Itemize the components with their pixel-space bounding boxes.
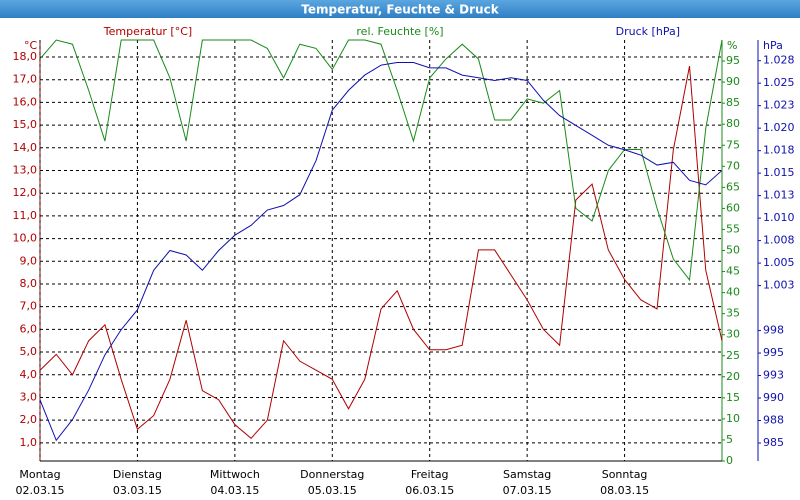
y2-tick-label: 0 xyxy=(726,454,733,467)
y-tick-label: 9,0 xyxy=(20,254,38,267)
y2-tick-label: 45 xyxy=(726,265,740,278)
y3-tick-label: 1.025 xyxy=(763,76,795,89)
x-tick-label: Mittwoch xyxy=(210,468,260,481)
y-tick-label: 16,0 xyxy=(13,95,38,108)
y-tick-label: 3,0 xyxy=(20,390,38,403)
y3-tick-label: 1.028 xyxy=(763,54,795,67)
y3-tick-label: 998 xyxy=(763,324,784,337)
x-tick-label: Donnerstag xyxy=(300,468,364,481)
y-tick-label: 17,0 xyxy=(13,73,38,86)
y-unit: °C xyxy=(24,39,38,52)
y2-tick-label: 40 xyxy=(726,286,740,299)
y3-tick-label: 988 xyxy=(763,414,784,427)
y-tick-label: 4,0 xyxy=(20,368,38,381)
y-axis-title: Temperatur [°C] xyxy=(103,25,192,38)
x-tick-date: 02.03.15 xyxy=(16,484,65,497)
y3-unit: hPa xyxy=(763,39,783,52)
series-line xyxy=(39,61,723,442)
y2-tick-label: 55 xyxy=(726,222,740,235)
y3-tick-label: 985 xyxy=(763,436,784,449)
y3-tick-label: 1.018 xyxy=(763,144,795,157)
chart-title: Temperatur, Feuchte & Druck xyxy=(301,3,499,17)
y2-tick-label: 85 xyxy=(726,96,740,109)
y-tick-label: 11,0 xyxy=(13,209,38,222)
y2-tick-label: 35 xyxy=(726,307,740,320)
y3-tick-label: 1.005 xyxy=(763,256,795,269)
y-tick-label: 13,0 xyxy=(13,163,38,176)
y-tick-label: 14,0 xyxy=(13,141,38,154)
y-tick-label: 10,0 xyxy=(13,232,38,245)
y3-tick-label: 995 xyxy=(763,346,784,359)
y2-tick-label: 90 xyxy=(726,75,740,88)
y3-tick-label: 990 xyxy=(763,391,784,404)
y3-tick-label: 1.015 xyxy=(763,166,795,179)
y2-unit: % xyxy=(727,39,737,52)
y2-tick-label: 70 xyxy=(726,159,740,172)
y3-tick-label: 993 xyxy=(763,369,784,382)
x-tick-date: 06.03.15 xyxy=(405,484,454,497)
x-tick-label: Samstag xyxy=(503,468,551,481)
y-tick-label: 1,0 xyxy=(20,436,38,449)
y2-axis-title: rel. Feuchte [%] xyxy=(356,25,443,38)
x-tick-date: 04.03.15 xyxy=(210,484,259,497)
y2-tick-label: 10 xyxy=(726,412,740,425)
title-bar xyxy=(0,0,800,18)
y-tick-label: 7,0 xyxy=(20,300,38,313)
y2-tick-label: 25 xyxy=(726,349,740,362)
y-tick-label: 12,0 xyxy=(13,186,38,199)
y3-tick-label: 1.003 xyxy=(763,279,795,292)
y3-tick-label: 1.020 xyxy=(763,121,795,134)
y2-tick-label: 20 xyxy=(726,370,740,383)
y2-tick-label: 75 xyxy=(726,138,740,151)
y-tick-label: 5,0 xyxy=(20,345,38,358)
x-tick-label: Montag xyxy=(19,468,60,481)
y3-tick-label: 1.010 xyxy=(763,211,795,224)
y-tick-label: 8,0 xyxy=(20,277,38,290)
y2-tick-label: 95 xyxy=(726,54,740,67)
y3-axis-title: Druck [hPa] xyxy=(616,25,680,38)
y2-tick-label: 65 xyxy=(726,180,740,193)
x-tick-date: 03.03.15 xyxy=(113,484,162,497)
x-tick-date: 07.03.15 xyxy=(503,484,552,497)
y-tick-label: 18,0 xyxy=(13,50,38,63)
y2-tick-label: 60 xyxy=(726,201,740,214)
y-tick-label: 6,0 xyxy=(20,322,38,335)
y2-tick-label: 50 xyxy=(726,244,740,257)
x-tick-label: Dienstag xyxy=(113,468,162,481)
y2-tick-label: 5 xyxy=(726,433,733,446)
y2-tick-label: 15 xyxy=(726,391,740,404)
x-tick-date: 08.03.15 xyxy=(600,484,649,497)
y3-tick-label: 1.013 xyxy=(763,189,795,202)
y-tick-label: 15,0 xyxy=(13,118,38,131)
y3-tick-label: 1.008 xyxy=(763,234,795,247)
x-tick-label: Freitag xyxy=(411,468,449,481)
series-line xyxy=(39,66,723,439)
y2-tick-label: 80 xyxy=(726,117,740,130)
series-line xyxy=(39,39,723,282)
x-tick-label: Sonntag xyxy=(602,468,648,481)
y2-tick-label: 30 xyxy=(726,328,740,341)
x-tick-date: 05.03.15 xyxy=(308,484,357,497)
y3-tick-label: 1.023 xyxy=(763,99,795,112)
y-tick-label: 2,0 xyxy=(20,413,38,426)
